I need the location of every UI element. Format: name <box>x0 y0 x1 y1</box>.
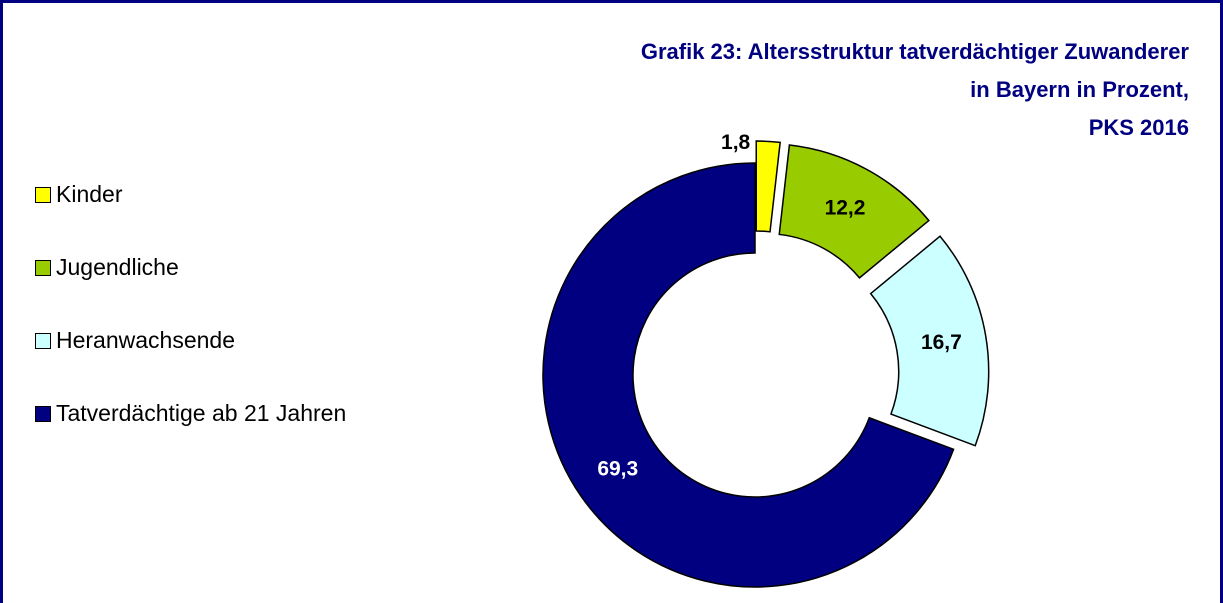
donut-slice <box>755 140 781 233</box>
legend-swatch <box>35 260 51 276</box>
data-label: 1,8 <box>721 131 751 154</box>
chart-title: PKS 2016 <box>1089 115 1189 140</box>
legend-label: Heranwachsende <box>56 327 236 353</box>
chart-title: in Bayern in Prozent, <box>970 77 1189 102</box>
donut-slice <box>542 162 955 588</box>
legend-swatch <box>35 333 51 349</box>
legend-label: Kinder <box>56 181 123 207</box>
legend-swatch <box>35 406 51 422</box>
legend-item: Jugendliche <box>35 254 365 327</box>
legend-swatch <box>35 187 51 203</box>
data-label: 16,7 <box>921 331 962 354</box>
legend: Kinder Jugendliche Heranwachsende Tatverdäc… <box>35 181 365 473</box>
plot: Grafik 23: Altersstruktur tatverdächtige… <box>542 39 1190 588</box>
donut-slice <box>869 235 990 447</box>
legend-label: Jugendliche <box>56 254 179 280</box>
legend-label: Tatverdächtige ab 21 Jahren <box>56 400 347 426</box>
donut-slice <box>778 144 930 279</box>
legend-item: Tatverdächtige ab 21 Jahren <box>35 400 365 473</box>
data-label: 69,3 <box>597 458 638 481</box>
legend-item: Heranwachsende <box>35 327 365 400</box>
data-label: 12,2 <box>825 196 866 219</box>
legend-item: Kinder <box>35 181 365 254</box>
chart-title: Grafik 23: Altersstruktur tatverdächtige… <box>641 39 1190 64</box>
